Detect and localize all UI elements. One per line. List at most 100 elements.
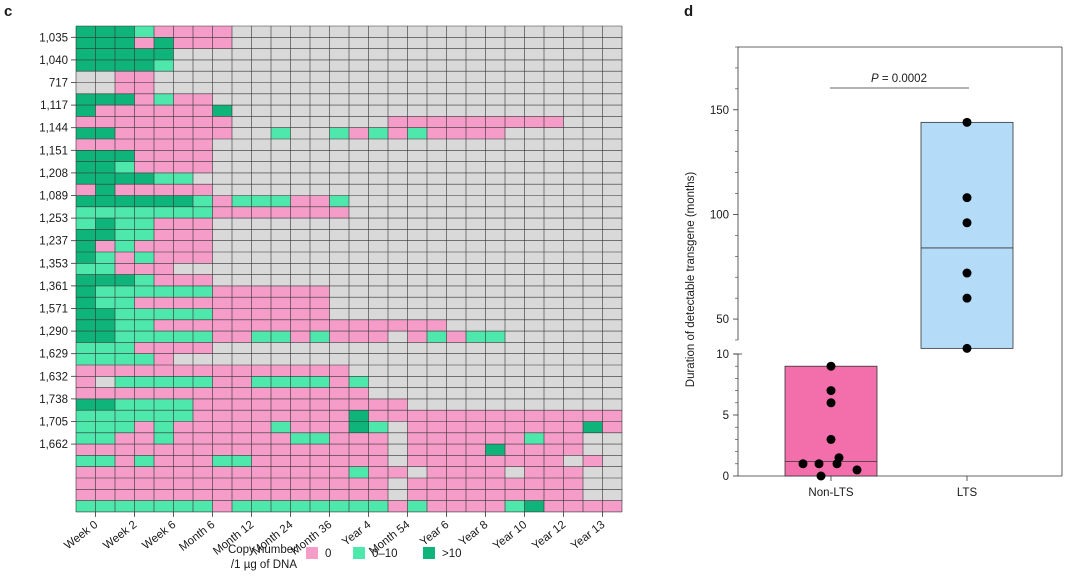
heatmap-cell [154,26,174,38]
heatmap-cell [583,263,603,275]
heatmap-cell [310,478,330,490]
heatmap-cell [349,71,369,83]
heatmap-cell [388,478,408,490]
heatmap-cell [193,37,213,49]
heatmap-cell [485,139,505,151]
heatmap-cell [427,229,447,241]
heatmap-cell [349,478,369,490]
heatmap-cell [427,274,447,286]
heatmap-cell [212,195,232,207]
heatmap-cell [524,150,544,162]
heatmap-cell [173,478,193,490]
heatmap-cell [290,410,310,422]
heatmap-cell [115,478,135,490]
heatmap-cell [466,105,486,117]
heatmap-cell [290,252,310,264]
heatmap-cell [602,432,622,445]
heatmap-cell [76,398,96,411]
heatmap-cell [388,387,408,399]
heatmap-cell [563,105,583,117]
heatmap-cell [485,82,505,94]
heatmap-cell [76,240,96,252]
heatmap-cell [115,319,135,332]
heatmap-cell [583,93,603,106]
heatmap-cell [173,252,193,264]
heatmap-cell [583,139,603,151]
heatmap-cell [193,150,213,162]
heatmap-cell [427,26,447,38]
heatmap-cell [446,398,466,411]
heatmap-cell [446,26,466,38]
heatmap-cell [466,218,486,230]
heatmap-cell [368,252,388,264]
heatmap-cell [212,240,232,252]
heatmap-cell [368,308,388,320]
heatmap-cell [212,489,232,501]
heatmap-cell [115,48,135,60]
heatmap-cell [388,161,408,173]
heatmap-cell [368,116,388,128]
heatmap-cell [173,184,193,196]
heatmap-cell [134,48,154,60]
heatmap-cell [173,139,193,151]
heatmap-cell [446,319,466,332]
heatmap-cell [544,376,564,388]
heatmap-cell [232,432,252,445]
heatmap-cell [310,116,330,128]
heatmap-cell [290,274,310,286]
heatmap-cell [212,26,232,38]
heatmap-cell [290,116,310,128]
heatmap-row-labels: 1,035 1,040 717 1,117 1,144 1,151 1,208 1,089 1,… [39,32,76,451]
heatmap-cell [212,252,232,264]
heatmap-cell [251,455,271,467]
heatmap-cell [154,161,174,173]
heatmap-cell [563,252,583,264]
heatmap-cell [602,353,622,365]
heatmap-cell [563,285,583,298]
heatmap-cell [446,455,466,467]
heatmap-cell [95,161,115,173]
heatmap-cell [173,365,193,377]
heatmap-cell [95,466,115,478]
heatmap-cell [524,229,544,241]
heatmap-cell [232,26,252,38]
heatmap-cell [95,252,115,264]
heatmap-cell [368,342,388,354]
heatmap-cell [524,116,544,128]
heatmap-cell [193,218,213,230]
heatmap-cell [349,432,369,445]
heatmap-cell [271,37,291,49]
heatmap-cell [368,59,388,72]
heatmap-cell [427,139,447,151]
heatmap-cell [134,376,154,388]
heatmap-cell [368,93,388,106]
heatmap-cell [251,26,271,38]
heatmap-cell [583,274,603,286]
heatmap-cell [505,195,525,207]
row-label: 1,117 [40,100,68,112]
heatmap-cell [524,308,544,320]
heatmap-cell [407,127,427,139]
heatmap-cell [290,37,310,49]
heatmap-cell [388,252,408,264]
heatmap-cell [427,319,447,332]
heatmap-cell [446,116,466,128]
heatmap-cell [271,82,291,94]
heatmap-cell [427,398,447,411]
heatmap-cell [154,82,174,94]
heatmap-cell [95,229,115,241]
heatmap-cell [212,206,232,219]
heatmap-cell [173,285,193,298]
heatmap-cell [485,489,505,501]
heatmap-cell [76,444,96,456]
heatmap-cell [544,59,564,72]
heatmap-cell [524,26,544,38]
data-point [826,386,836,396]
heatmap-cells [76,26,622,512]
column-label: Week 6 [140,519,178,552]
heatmap-cell [446,410,466,422]
heatmap-cell [212,410,232,422]
heatmap-cell [505,59,525,72]
heatmap-cell [212,263,232,275]
heatmap-cell [466,71,486,83]
